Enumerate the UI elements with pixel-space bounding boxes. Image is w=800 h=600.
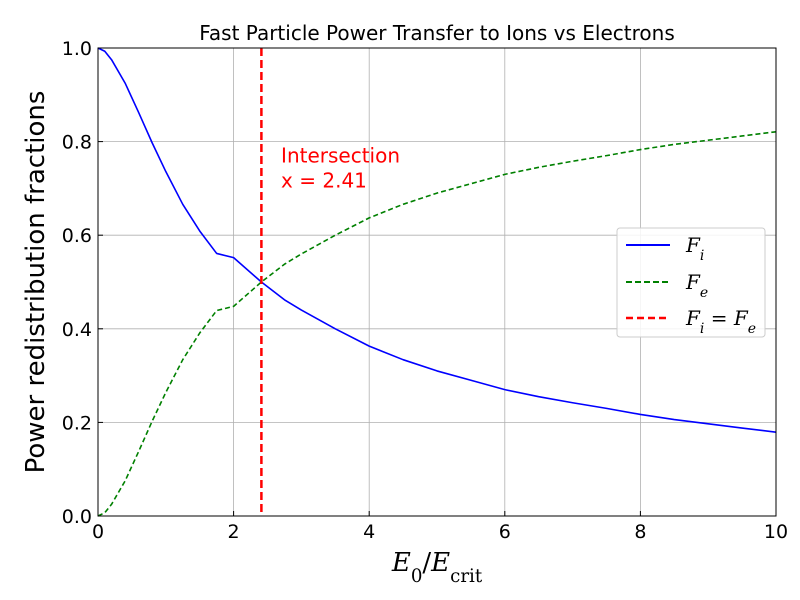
chart-title: Fast Particle Power Transfer to Ions vs …	[199, 21, 675, 45]
y-axis-label: Power redistribution fractions	[21, 91, 51, 474]
x-tick-label: 2	[228, 521, 240, 543]
x-axis-label: E0/Ecrit	[391, 548, 483, 587]
legend-frame	[616, 227, 766, 338]
y-tick-label: 0.2	[62, 412, 92, 434]
ticks: 0 2 4 6 8 10 0.0 0.2 0.4 0.6 0.8 1.0	[62, 38, 788, 543]
legend-label-fe: Fe	[685, 270, 708, 301]
annotation-line-1: Intersection	[281, 144, 400, 168]
y-tick-label: 0.0	[62, 506, 92, 528]
legend-label-vline: Fi = Fe	[685, 306, 756, 337]
series-fe-line	[97, 130, 777, 517]
plot-area	[97, 47, 777, 517]
legend-label-fi: Fi	[685, 233, 704, 264]
x-tick-label: 10	[764, 521, 788, 543]
y-tick-label: 0.8	[62, 132, 92, 154]
x-tick-label: 4	[363, 521, 375, 543]
x-tick-label: 6	[499, 521, 511, 543]
axes-frame	[97, 47, 777, 517]
y-tick-label: 0.6	[62, 225, 92, 247]
x-tick-label: 8	[634, 521, 646, 543]
legend: Fi Fe Fi = Fe	[616, 227, 766, 338]
x-tick-label: 0	[92, 521, 104, 543]
series-fi-line	[97, 47, 777, 434]
y-tick-label: 1.0	[62, 38, 92, 60]
y-tick-label: 0.4	[62, 319, 92, 341]
annotation-line-2: x = 2.41	[281, 169, 367, 193]
